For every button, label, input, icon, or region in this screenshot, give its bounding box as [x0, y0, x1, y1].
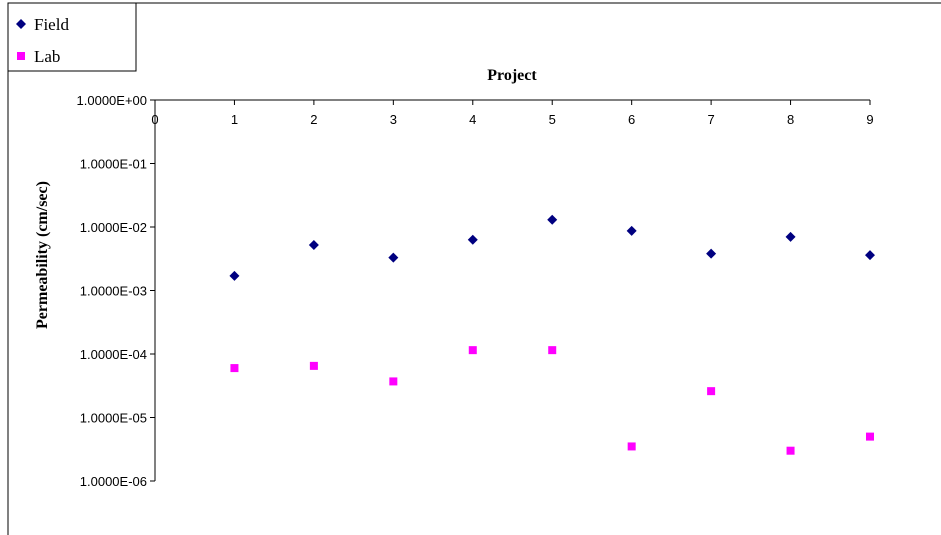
x-tick-label: 4	[469, 112, 476, 127]
x-tick-label: 3	[390, 112, 397, 127]
data-points	[229, 214, 875, 455]
x-axis-ticks: 0 1 2 3 4 5 6 7 8 9	[151, 100, 874, 127]
lab-point	[548, 346, 557, 355]
y-axis-title: Permeability (cm/sec)	[34, 181, 51, 329]
field-point	[388, 252, 399, 263]
x-tick-label: 9	[866, 112, 873, 127]
x-tick-label: 0	[151, 112, 158, 127]
y-axis-ticks: 1.0000E+00 1.0000E-01 1.0000E-02 1.0000E-03…	[77, 93, 155, 489]
field-point	[229, 270, 240, 281]
lab-point	[627, 442, 636, 451]
lab-point	[389, 377, 398, 386]
field-point	[547, 214, 558, 225]
x-tick-label: 5	[549, 112, 556, 127]
y-tick-label: 1.0000E-04	[80, 347, 147, 362]
x-tick-label: 8	[787, 112, 794, 127]
legend-label-field: Field	[34, 15, 69, 34]
legend-box	[7, 2, 137, 72]
x-axis-title: Project	[487, 67, 537, 84]
y-tick-label: 1.0000E-03	[80, 284, 147, 299]
legend-label-lab: Lab	[34, 47, 60, 66]
x-tick-label: 1	[231, 112, 238, 127]
field-point	[706, 248, 717, 259]
lab-point	[468, 346, 477, 355]
lab-point	[707, 387, 716, 396]
lab-point	[866, 432, 874, 441]
lab-point	[230, 364, 239, 373]
x-tick-label: 2	[310, 112, 317, 127]
field-point	[626, 225, 637, 236]
y-tick-label: 1.0000E-06	[80, 474, 147, 489]
lab-point	[786, 446, 795, 455]
field-point	[467, 234, 478, 245]
y-tick-label: 1.0000E-01	[80, 157, 147, 172]
legend-marker-field	[16, 19, 26, 29]
field-point	[785, 231, 796, 242]
legend-items: Field Lab	[16, 15, 69, 66]
x-tick-label: 6	[628, 112, 635, 127]
x-tick-label: 7	[707, 112, 714, 127]
y-tick-label: 1.0000E+00	[77, 93, 147, 108]
y-tick-label: 1.0000E-05	[80, 411, 147, 426]
y-tick-label: 1.0000E-02	[80, 220, 147, 235]
legend-marker-lab	[17, 52, 25, 60]
field-point	[865, 250, 875, 261]
lab-point	[309, 361, 318, 370]
field-point	[308, 240, 319, 251]
legend: Field Lab	[7, 2, 137, 72]
